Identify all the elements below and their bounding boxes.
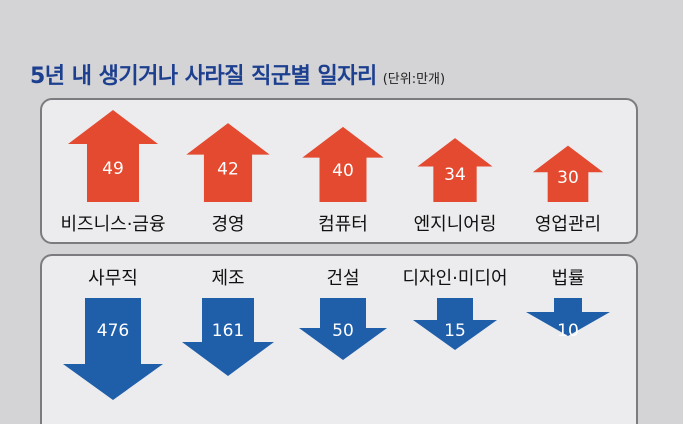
decrease-category-label: 건설 <box>326 268 359 289</box>
decrease-category-label: 법률 <box>551 268 584 289</box>
decrease-value: 50 <box>332 321 354 341</box>
increase-arrow <box>302 126 384 202</box>
increase-value: 42 <box>217 159 239 179</box>
increase-arrow <box>186 123 270 202</box>
increase-value: 40 <box>332 161 354 181</box>
unit-label: (단위:만개) <box>382 72 446 87</box>
decrease-category-label: 제조 <box>211 268 244 289</box>
decrease-arrow <box>526 298 610 336</box>
decrease-value: 161 <box>212 321 244 341</box>
decrease-arrow <box>413 298 497 350</box>
increase-category-label: 컴퓨터 <box>318 214 368 235</box>
increase-value: 49 <box>102 159 124 179</box>
increase-arrow <box>532 145 604 202</box>
title-row: 5년 내 생기거나 사라질 직군별 일자리 (단위:만개) <box>30 58 445 90</box>
decrease-category-label: 사무직 <box>88 268 138 289</box>
decrease-value: 15 <box>444 321 466 341</box>
decrease-value: 10 <box>557 321 579 341</box>
decrease-value: 476 <box>97 321 129 341</box>
decrease-arrow <box>299 298 387 360</box>
increase-arrow <box>417 138 493 202</box>
decrease-arrow <box>182 298 274 376</box>
increase-category-label: 엔지니어링 <box>414 214 497 235</box>
increase-category-label: 경영 <box>211 214 244 235</box>
increase-value: 30 <box>557 168 579 188</box>
decrease-arrow <box>63 298 163 400</box>
arrow-chart: 49 비즈니스·금융 42 경영 40 컴퓨터 34 엔지니어링 30 영업관리 476 사무직 161… <box>60 110 610 400</box>
increase-category-label: 비즈니스·금융 <box>60 214 165 235</box>
decrease-category-label: 디자인·미디어 <box>402 268 507 289</box>
chart-title: 5년 내 생기거나 사라질 직군별 일자리 <box>30 64 377 89</box>
increase-category-label: 영업관리 <box>535 214 601 235</box>
increase-value: 34 <box>444 165 466 185</box>
increase-arrow <box>68 110 158 202</box>
